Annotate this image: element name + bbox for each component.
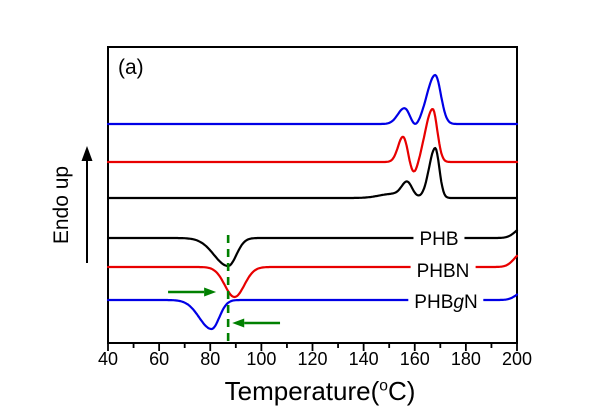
dsc-curve-phbgn-heating [106,73,519,126]
x-tick-label-180: 180 [450,349,481,369]
annotation-arrow-right-head [204,287,217,297]
dsc-curve-phb-heating [106,146,519,200]
x-tick-label-160: 160 [399,349,430,369]
plot-frame [107,46,518,344]
y-axis-label: Endo up [50,165,73,245]
curve-label-phb-text: PHB [419,229,459,250]
endo-up-arrow-head [81,146,93,161]
curve-label-phbgn: PHBgN [408,292,484,313]
panel-label: (a) [118,56,144,79]
x-tick-label-200: 200 [501,349,533,369]
x-axis-label-unit: C) [387,376,416,406]
x-axis-label-text: Temperature( [224,376,380,406]
x-tick-label-140: 140 [348,349,379,369]
x-axis-label: Temperature(oC) [225,376,416,407]
curve-label-phbgn-text: PHB [414,292,454,313]
curve-label-phb: PHB [413,229,465,250]
dsc-curve-phbn-heating [106,107,519,173]
degree-superscript: o [379,377,388,395]
x-tick-label-120: 120 [297,349,328,369]
annotation-arrow-left-head [232,318,245,328]
curve-label-phbgn-italic-g: g [453,292,464,313]
x-tick-label-80: 80 [200,349,221,369]
x-tick-label-40: 40 [97,349,119,369]
x-tick-label-100: 100 [246,349,277,369]
curve-label-phbn: PHBN [410,261,476,282]
x-tick-label-60: 60 [149,349,170,369]
curve-label-phbn-text: PHBN [416,261,470,282]
